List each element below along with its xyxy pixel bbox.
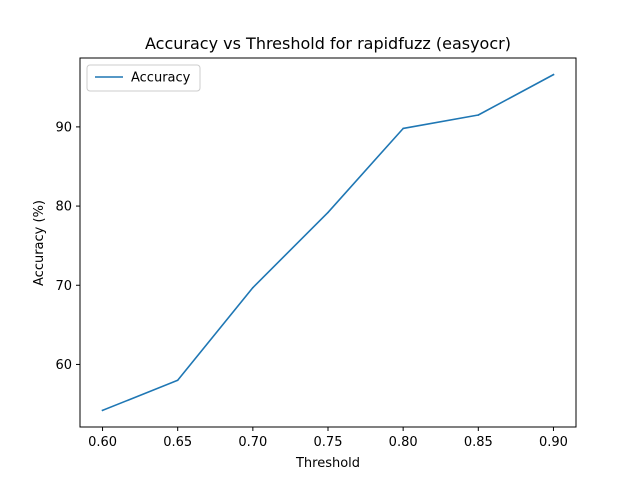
legend-label: Accuracy <box>131 71 191 86</box>
data-point <box>252 286 254 289</box>
chart-title: Accuracy vs Threshold for rapidfuzz (eas… <box>145 34 511 53</box>
data-point <box>477 114 480 116</box>
plot-frame <box>79 57 577 428</box>
x-tick-label: 0.75 <box>314 435 343 450</box>
x-axis-label: Threshold <box>295 456 360 471</box>
y-axis-label: Accuracy (%) <box>32 200 47 286</box>
x-tick-label: 0.90 <box>539 435 568 450</box>
legend: Accuracy <box>86 64 201 92</box>
x-tick-label: 0.80 <box>389 435 418 450</box>
x-axis-ticks: 0.60 0.65 0.70 0.75 0.80 0.85 0.90 <box>88 427 568 450</box>
legend-box <box>86 64 201 92</box>
x-tick-label: 0.70 <box>238 435 267 450</box>
x-tick-label: 0.65 <box>163 435 192 450</box>
data-point <box>552 73 555 76</box>
plot-area <box>80 58 576 427</box>
x-tick-label: 0.60 <box>88 435 117 450</box>
y-tick-label: 70 <box>55 279 72 294</box>
y-tick-label: 60 <box>55 358 72 373</box>
data-point <box>101 409 104 412</box>
y-axis-ticks: 60 70 80 90 <box>55 120 80 373</box>
y-tick-label: 80 <box>55 200 72 215</box>
data-point <box>402 127 404 130</box>
data-point <box>327 211 329 214</box>
series-layer <box>101 73 555 412</box>
data-point <box>176 379 179 382</box>
x-tick-label: 0.85 <box>464 435 493 450</box>
y-tick-label: 90 <box>55 120 72 135</box>
